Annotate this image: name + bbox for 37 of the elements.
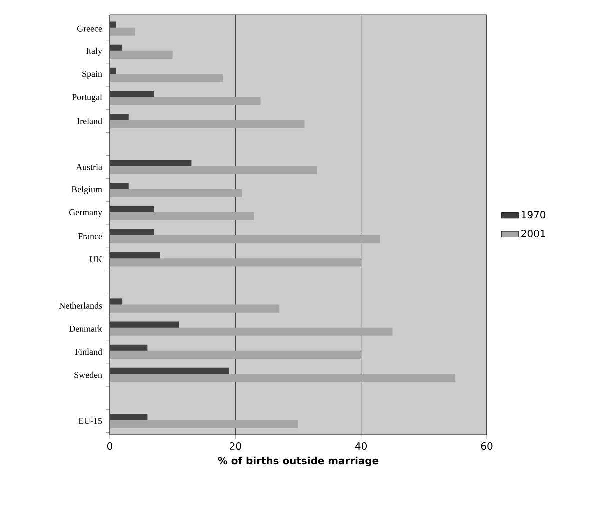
bar [110,258,362,267]
bar [110,350,362,360]
bar [110,328,393,336]
x-tick-label: 20 [230,442,242,450]
legend-label: 2001 [522,230,546,238]
y-tick-label: Greece [77,26,102,32]
bar [110,120,305,128]
y-tick-label: Finland [75,348,102,356]
bar [110,236,380,244]
x-tick-label: 0 [107,442,113,450]
bar [110,212,255,221]
bar [110,74,224,82]
y-tick-label: Germany [70,210,102,218]
x-axis-title: % of births outside marriage [218,456,379,467]
y-tick-label: Belgium [72,186,102,194]
y-tick-label: Italy [86,48,102,56]
bar [110,50,173,60]
y-tick-label: Denmark [69,326,102,332]
y-tick-label: Portugal [72,94,102,102]
bar [110,28,136,36]
bar [110,374,456,382]
x-tick-label: 60 [481,442,493,450]
y-tick-label: France [78,234,102,240]
y-tick-label: Netherlands [59,302,102,309]
bar [110,420,298,428]
y-tick-label: Sweden [74,372,102,378]
y-tick-label: Austria [76,164,102,170]
y-tick-label: UK [90,256,102,263]
bar [110,166,318,174]
bar [110,304,280,313]
bar [110,97,261,106]
y-tick-label: EU-15 [78,418,102,424]
x-tick-label: 40 [355,442,368,450]
y-tick-label: Ireland [77,118,102,124]
y-tick-label: Spain [82,71,102,79]
bar [110,189,242,198]
legend-label: 1970 [522,211,546,219]
